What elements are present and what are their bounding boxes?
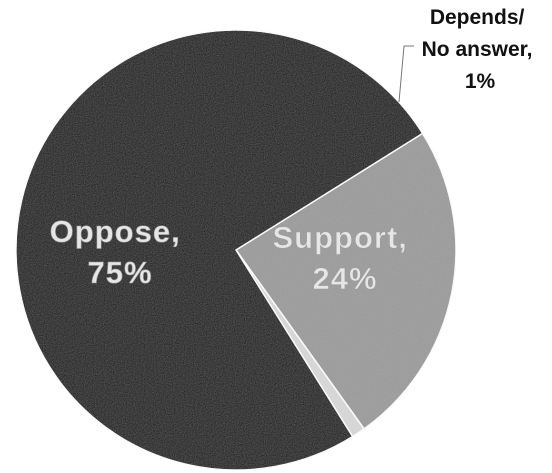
slice-label-oppose-line1: Oppose, [50, 214, 181, 249]
slice-label-depends-line1: Depends/ [430, 6, 525, 29]
pie-slice-oppose [15, 29, 424, 471]
slice-label-depends-line3: 1% [465, 70, 496, 93]
pie-slices [15, 29, 457, 471]
pie-slice-support [234, 132, 457, 430]
slice-label-support-line1: Support, [272, 220, 407, 255]
slice-label-support: Support, 24% [272, 220, 417, 296]
slice-label-oppose: Oppose, 75% [50, 214, 191, 290]
slice-label-depends-line2: No answer, [422, 38, 533, 61]
leader-line-depends [398, 45, 414, 103]
slice-label-oppose-line2: 75% [87, 255, 152, 290]
slice-label-depends: Depends/ No answer, 1% [422, 6, 539, 93]
slice-label-support-line2: 24% [312, 261, 377, 296]
